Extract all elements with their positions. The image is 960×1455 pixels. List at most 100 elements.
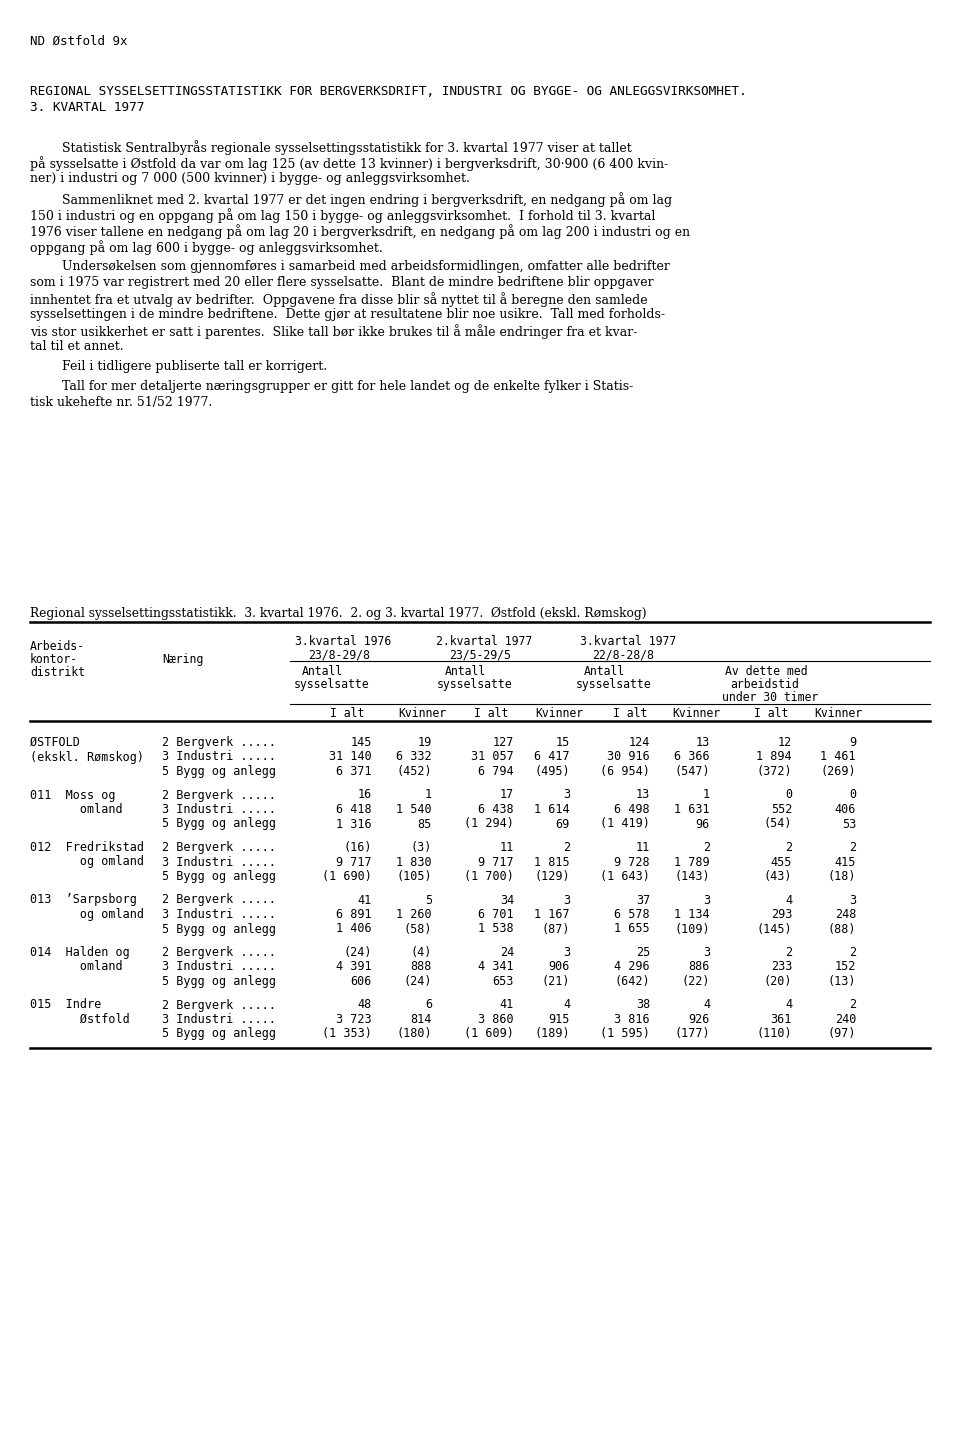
Text: 1: 1 xyxy=(425,789,432,802)
Text: 25: 25 xyxy=(636,946,650,959)
Text: 293: 293 xyxy=(771,908,792,921)
Text: 2: 2 xyxy=(563,841,570,854)
Text: 5 Bygg og anlegg: 5 Bygg og anlegg xyxy=(162,1027,276,1040)
Text: 4: 4 xyxy=(785,998,792,1011)
Text: Kvinner: Kvinner xyxy=(814,707,862,720)
Text: ND Østfold 9x: ND Østfold 9x xyxy=(30,35,128,48)
Text: 9 728: 9 728 xyxy=(614,856,650,869)
Text: 415: 415 xyxy=(834,856,856,869)
Text: 23/5-29/5: 23/5-29/5 xyxy=(449,647,511,661)
Text: 3 Industri .....: 3 Industri ..... xyxy=(162,1013,276,1026)
Text: 5 Bygg og anlegg: 5 Bygg og anlegg xyxy=(162,870,276,883)
Text: (4): (4) xyxy=(411,946,432,959)
Text: 015  Indre: 015 Indre xyxy=(30,998,101,1011)
Text: (1 609): (1 609) xyxy=(464,1027,514,1040)
Text: 3 Industri .....: 3 Industri ..... xyxy=(162,751,276,764)
Text: Tall for mer detaljerte næringsgrupper er gitt for hele landet og de enkelte fyl: Tall for mer detaljerte næringsgrupper e… xyxy=(30,380,634,393)
Text: 69: 69 xyxy=(556,818,570,831)
Text: (129): (129) xyxy=(535,870,570,883)
Text: 34: 34 xyxy=(500,893,514,906)
Text: oppgang på om lag 600 i bygge- og anleggsvirksomhet.: oppgang på om lag 600 i bygge- og anlegg… xyxy=(30,240,383,255)
Text: 1 461: 1 461 xyxy=(821,751,856,764)
Text: arbeidstid: arbeidstid xyxy=(730,678,799,691)
Text: 3: 3 xyxy=(703,893,710,906)
Text: 1 538: 1 538 xyxy=(478,922,514,936)
Text: 886: 886 xyxy=(688,960,710,973)
Text: 31 140: 31 140 xyxy=(329,751,372,764)
Text: (16): (16) xyxy=(344,841,372,854)
Text: 4 391: 4 391 xyxy=(336,960,372,973)
Text: Sammenliknet med 2. kvartal 1977 er det ingen endring i bergverksdrift, en nedga: Sammenliknet med 2. kvartal 1977 er det … xyxy=(30,192,672,207)
Text: (1 690): (1 690) xyxy=(323,870,372,883)
Text: Statistisk Sentralbyrås regionale sysselsettingsstatistikk for 3. kvartal 1977 v: Statistisk Sentralbyrås regionale syssel… xyxy=(30,140,632,154)
Text: 150 i industri og en oppgang på om lag 150 i bygge- og anleggsvirksomhet.  I for: 150 i industri og en oppgang på om lag 1… xyxy=(30,208,656,223)
Text: 814: 814 xyxy=(411,1013,432,1026)
Text: (145): (145) xyxy=(756,922,792,936)
Text: (24): (24) xyxy=(344,946,372,959)
Text: 2 Bergverk .....: 2 Bergverk ..... xyxy=(162,736,276,749)
Text: 926: 926 xyxy=(688,1013,710,1026)
Text: I alt: I alt xyxy=(613,707,647,720)
Text: Arbeids-: Arbeids- xyxy=(30,640,85,653)
Text: Østfold: Østfold xyxy=(30,1013,130,1026)
Text: 6: 6 xyxy=(425,998,432,1011)
Text: Antall: Antall xyxy=(302,665,344,678)
Text: 6 418: 6 418 xyxy=(336,803,372,816)
Text: og omland: og omland xyxy=(30,856,144,869)
Text: (18): (18) xyxy=(828,870,856,883)
Text: 1 316: 1 316 xyxy=(336,818,372,831)
Text: 6 371: 6 371 xyxy=(336,765,372,778)
Text: 2: 2 xyxy=(849,946,856,959)
Text: 240: 240 xyxy=(834,1013,856,1026)
Text: Regional sysselsettingsstatistikk.  3. kvartal 1976.  2. og 3. kvartal 1977.  Øs: Regional sysselsettingsstatistikk. 3. kv… xyxy=(30,607,647,620)
Text: (642): (642) xyxy=(614,975,650,988)
Text: 2: 2 xyxy=(785,946,792,959)
Text: (109): (109) xyxy=(674,922,710,936)
Text: Feil i tidligere publiserte tall er korrigert.: Feil i tidligere publiserte tall er korr… xyxy=(30,359,327,372)
Text: 1 540: 1 540 xyxy=(396,803,432,816)
Text: 3 Industri .....: 3 Industri ..... xyxy=(162,908,276,921)
Text: 1: 1 xyxy=(703,789,710,802)
Text: 11: 11 xyxy=(636,841,650,854)
Text: 11: 11 xyxy=(500,841,514,854)
Text: (22): (22) xyxy=(682,975,710,988)
Text: 96: 96 xyxy=(696,818,710,831)
Text: Kvinner: Kvinner xyxy=(672,707,720,720)
Text: (177): (177) xyxy=(674,1027,710,1040)
Text: 41: 41 xyxy=(358,893,372,906)
Text: 3 723: 3 723 xyxy=(336,1013,372,1026)
Text: (97): (97) xyxy=(828,1027,856,1040)
Text: Av dette med: Av dette med xyxy=(725,665,807,678)
Text: 9 717: 9 717 xyxy=(336,856,372,869)
Text: (ekskl. Rømskog): (ekskl. Rømskog) xyxy=(30,751,144,764)
Text: 3: 3 xyxy=(703,946,710,959)
Text: Kvinner: Kvinner xyxy=(398,707,446,720)
Text: I alt: I alt xyxy=(474,707,509,720)
Text: 12: 12 xyxy=(778,736,792,749)
Text: sysselsatte: sysselsatte xyxy=(576,678,652,691)
Text: 3: 3 xyxy=(563,789,570,802)
Text: tisk ukehefte nr. 51/52 1977.: tisk ukehefte nr. 51/52 1977. xyxy=(30,396,212,409)
Text: 3: 3 xyxy=(849,893,856,906)
Text: I alt: I alt xyxy=(754,707,788,720)
Text: 2 Bergverk .....: 2 Bergverk ..... xyxy=(162,841,276,854)
Text: 4 341: 4 341 xyxy=(478,960,514,973)
Text: 606: 606 xyxy=(350,975,372,988)
Text: 152: 152 xyxy=(834,960,856,973)
Text: 19: 19 xyxy=(418,736,432,749)
Text: 24: 24 xyxy=(500,946,514,959)
Text: 2: 2 xyxy=(849,998,856,1011)
Text: 011  Moss og: 011 Moss og xyxy=(30,789,115,802)
Text: (180): (180) xyxy=(396,1027,432,1040)
Text: 4 296: 4 296 xyxy=(614,960,650,973)
Text: (547): (547) xyxy=(674,765,710,778)
Text: distrikt: distrikt xyxy=(30,666,85,679)
Text: REGIONAL SYSSELSETTINGSSTATISTIKK FOR BERGVERKSDRIFT, INDUSTRI OG BYGGE- OG ANLE: REGIONAL SYSSELSETTINGSSTATISTIKK FOR BE… xyxy=(30,84,747,97)
Text: (105): (105) xyxy=(396,870,432,883)
Text: 30 916: 30 916 xyxy=(608,751,650,764)
Text: (495): (495) xyxy=(535,765,570,778)
Text: kontor-: kontor- xyxy=(30,653,78,666)
Text: 22/8-28/8: 22/8-28/8 xyxy=(592,647,654,661)
Text: 5 Bygg og anlegg: 5 Bygg og anlegg xyxy=(162,765,276,778)
Text: (13): (13) xyxy=(828,975,856,988)
